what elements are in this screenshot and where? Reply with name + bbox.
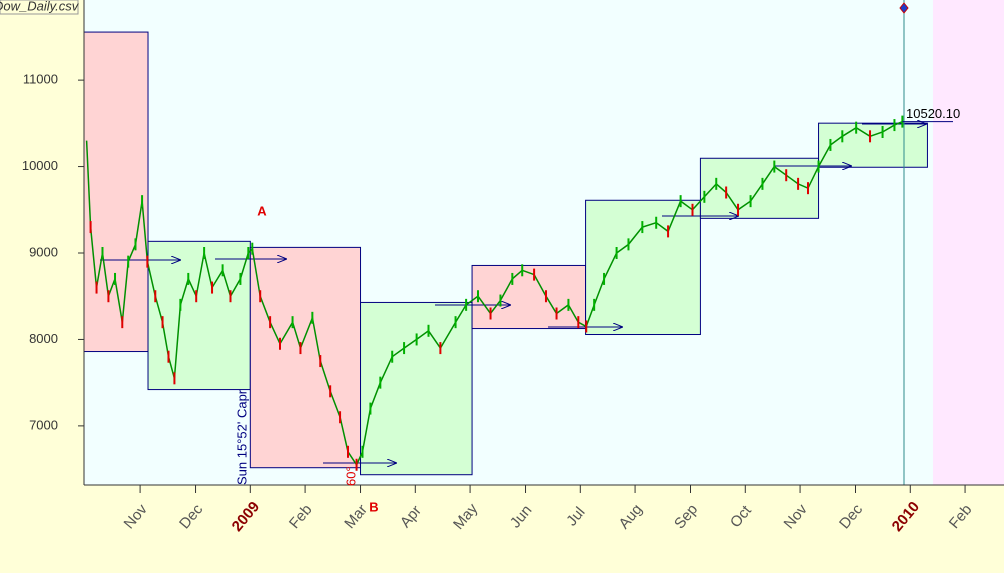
sun-position: Sun 15°52' Capr xyxy=(234,389,249,485)
range-box xyxy=(249,246,362,469)
range-box xyxy=(471,264,587,330)
x-tick-label: Jul xyxy=(563,504,588,530)
range-box xyxy=(360,301,473,476)
x-tick-label: Oct xyxy=(727,502,756,531)
x-tick-label: Sep xyxy=(671,501,701,532)
x-tick-label: Feb xyxy=(286,501,316,532)
range-box xyxy=(818,122,928,168)
range-box xyxy=(147,240,251,391)
y-tick-label: 11000 xyxy=(23,72,58,87)
x-tick-label: Apr xyxy=(397,502,425,531)
x-tick-label: Aug xyxy=(616,501,646,532)
x-tick-label: 2010 xyxy=(889,498,923,534)
file-name: Dow_Daily.csv xyxy=(0,0,80,13)
file-box xyxy=(0,0,79,15)
x-tick-label: 2009 xyxy=(229,498,263,534)
x-tick-label: Dec xyxy=(176,501,206,533)
x-tick-label: May xyxy=(450,500,482,533)
x-tick-label: Nov xyxy=(781,501,811,533)
x-tick-label: Dec xyxy=(836,501,866,533)
y-tick-label: 10000 xyxy=(22,158,58,173)
annotation-b: B xyxy=(369,499,378,514)
y-tick-label: 9000 xyxy=(29,244,58,259)
x-tick-label: Mar xyxy=(341,501,371,532)
y-tick-label: 7000 xyxy=(29,417,58,432)
y-tick-label: 8000 xyxy=(29,331,58,346)
annotation-a: A xyxy=(257,203,267,218)
last-price-label: 10520.10 xyxy=(906,106,960,121)
range-box xyxy=(585,199,701,336)
cursor-marker xyxy=(899,2,909,14)
range-box xyxy=(83,31,149,353)
x-tick-label: Jun xyxy=(507,502,536,531)
x-tick-label: Feb xyxy=(946,501,976,532)
angle-label: 60° xyxy=(343,466,358,486)
x-tick-label: Nov xyxy=(121,501,151,533)
future-region xyxy=(933,0,1004,485)
